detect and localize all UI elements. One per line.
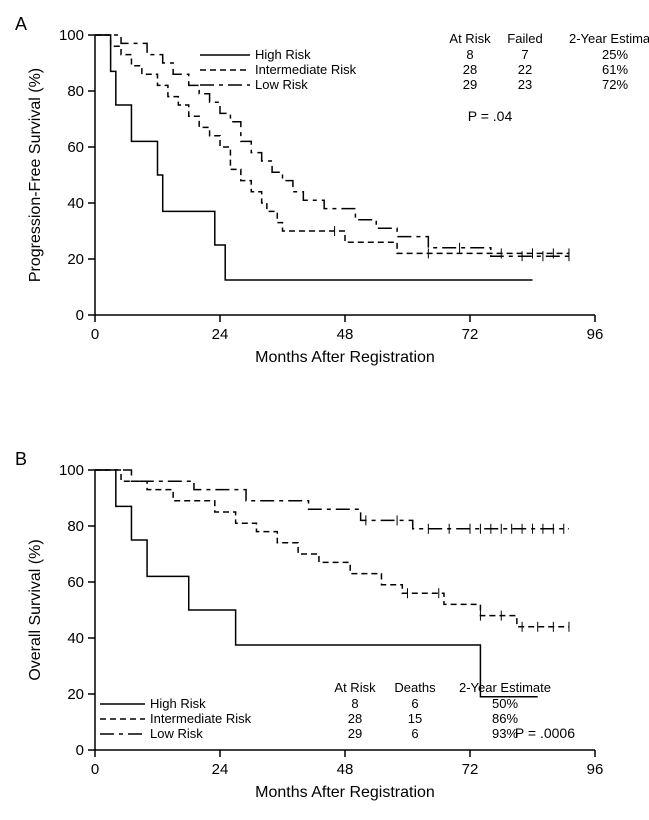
legend-val: 25% <box>602 47 628 62</box>
x-tick-label: 0 <box>91 326 99 343</box>
legend-col: At Risk <box>449 31 491 46</box>
figure-container: { "figure": { "width": 649, "height": 82… <box>0 0 649 820</box>
x-tick-label: 24 <box>212 326 229 343</box>
legend-val: 15 <box>408 711 422 726</box>
legend-label: Low Risk <box>150 726 203 741</box>
y-tick-label: 40 <box>67 195 84 212</box>
km-curve-low <box>95 470 569 529</box>
y-tick-label: 60 <box>67 574 84 591</box>
y-axis-title: Progression-Free Survival (%) <box>27 68 44 282</box>
kaplan-meier-figure: A020406080100024487296Months After Regis… <box>0 0 649 820</box>
y-tick-label: 20 <box>67 686 84 703</box>
y-tick-label: 20 <box>67 251 84 268</box>
x-axis-title: Months After Registration <box>255 349 435 366</box>
legend-val: 28 <box>463 62 477 77</box>
legend-val: 50% <box>492 696 518 711</box>
y-tick-label: 0 <box>76 307 84 324</box>
legend-val: 29 <box>463 77 477 92</box>
legend-label: Intermediate Risk <box>255 62 357 77</box>
legend-label: Low Risk <box>255 77 308 92</box>
y-tick-label: 40 <box>67 630 84 647</box>
p-value: P = .04 <box>468 108 513 124</box>
x-tick-label: 72 <box>462 761 479 778</box>
legend-val: 61% <box>602 62 628 77</box>
panel-label: B <box>15 449 27 469</box>
legend-col: 2-Year Estimate <box>459 680 551 695</box>
x-tick-label: 96 <box>587 326 604 343</box>
y-tick-label: 80 <box>67 83 84 100</box>
y-tick-label: 0 <box>76 742 84 759</box>
x-tick-label: 48 <box>337 761 354 778</box>
legend-col: 2-Year Estimate <box>569 31 649 46</box>
x-tick-label: 72 <box>462 326 479 343</box>
panel-label: A <box>15 14 27 34</box>
legend-val: 72% <box>602 77 628 92</box>
legend-label: Intermediate Risk <box>150 711 252 726</box>
legend-val: 8 <box>466 47 473 62</box>
km-curve-inter <box>95 470 569 627</box>
legend-val: 23 <box>518 77 532 92</box>
x-tick-label: 96 <box>587 761 604 778</box>
legend-val: 86% <box>492 711 518 726</box>
x-tick-label: 48 <box>337 326 354 343</box>
legend-col: Failed <box>507 31 542 46</box>
y-tick-label: 100 <box>59 27 84 44</box>
legend-label: High Risk <box>255 47 311 62</box>
legend-val: 8 <box>351 696 358 711</box>
legend-val: 29 <box>348 726 362 741</box>
legend-val: 6 <box>411 726 418 741</box>
legend-col: Deaths <box>394 680 436 695</box>
legend-val: 28 <box>348 711 362 726</box>
legend-val: 7 <box>521 47 528 62</box>
legend-val: 22 <box>518 62 532 77</box>
legend-val: 6 <box>411 696 418 711</box>
y-axis-title: Overall Survival (%) <box>27 539 44 680</box>
y-tick-label: 100 <box>59 462 84 479</box>
p-value: P = .0006 <box>515 725 575 741</box>
km-curve-high <box>95 470 538 697</box>
y-tick-label: 60 <box>67 139 84 156</box>
x-axis-title: Months After Registration <box>255 784 435 801</box>
y-tick-label: 80 <box>67 518 84 535</box>
x-tick-label: 0 <box>91 761 99 778</box>
legend-label: High Risk <box>150 696 206 711</box>
x-tick-label: 24 <box>212 761 229 778</box>
legend-col: At Risk <box>334 680 376 695</box>
